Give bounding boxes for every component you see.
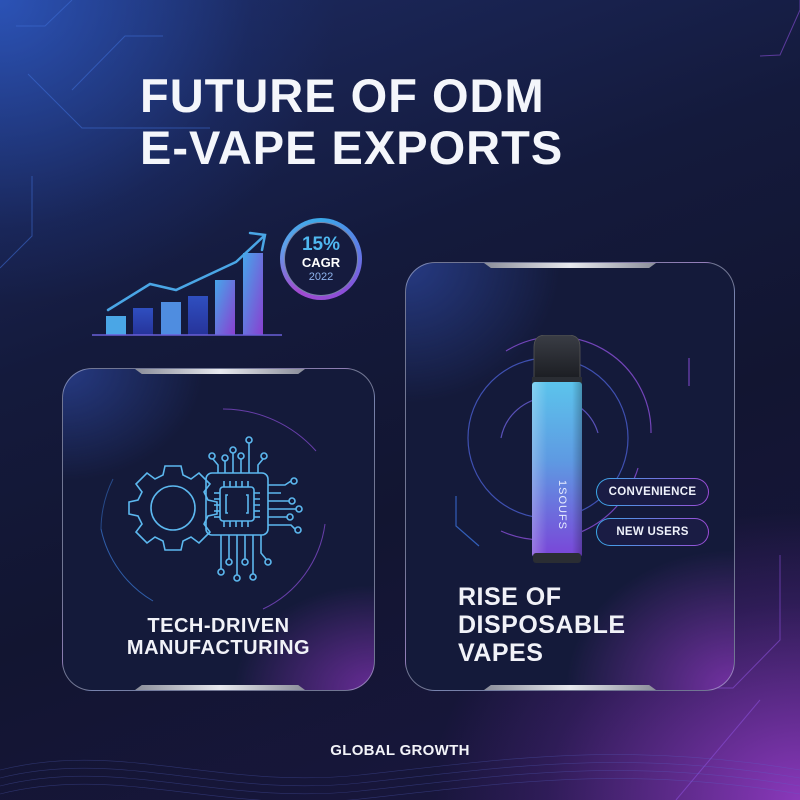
title-line-2: E-VAPE EXPORTS — [140, 121, 564, 174]
vape-device-image: 1SOUFS — [532, 335, 582, 563]
disposable-line-3: VAPES — [458, 639, 544, 667]
metal-accent-top — [135, 369, 305, 374]
disposable-vapes-label: RISE OF DISPOSABLE VAPES — [458, 583, 626, 667]
metal-accent-bottom — [484, 685, 656, 690]
cagr-badge: 15% CAGR 2022 — [280, 218, 362, 300]
cagr-label: CAGR — [301, 254, 341, 270]
gear-and-chip-icon — [100, 408, 326, 610]
footer-caption: GLOBAL GROWTH — [330, 742, 470, 759]
cagr-year: 2022 — [308, 270, 334, 283]
growth-chart-icon — [92, 231, 282, 336]
page-title: FUTURE OF ODM E-VAPE EXPORTS — [140, 70, 563, 174]
title-line-1: FUTURE OF ODM — [140, 69, 545, 122]
tech-driven-label: TECH-DRIVEN MANUFACTURING — [63, 615, 374, 659]
tech-driven-line-1: TECH-DRIVEN — [147, 615, 290, 637]
metal-accent-top — [484, 263, 656, 268]
tag-new-users: NEW USERS — [596, 518, 709, 546]
disposable-line-2: DISPOSABLE — [458, 611, 626, 639]
tech-driven-card: TECH-DRIVEN MANUFACTURING — [62, 368, 375, 691]
tag-convenience: CONVENIENCE — [596, 478, 709, 506]
vape-brand-text: 1SOUFS — [556, 480, 568, 530]
metal-accent-bottom — [135, 685, 305, 690]
cagr-value: 15% — [301, 233, 341, 255]
disposable-line-1: RISE OF — [458, 583, 562, 611]
disposable-vapes-card: 1SOUFS CONVENIENCE NEW USERS RISE OF DIS… — [405, 262, 735, 691]
tech-driven-line-2: MANUFACTURING — [126, 637, 311, 659]
